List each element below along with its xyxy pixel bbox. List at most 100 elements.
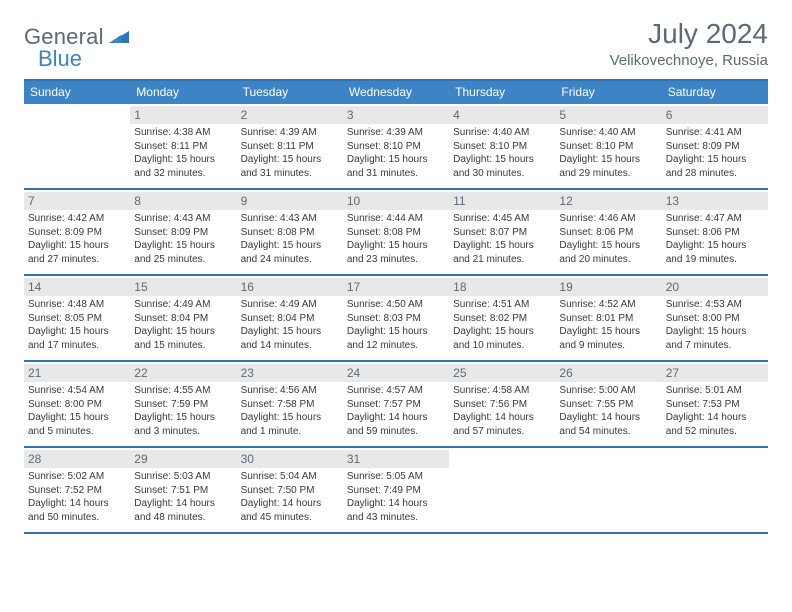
day-cell: 27Sunrise: 5:01 AMSunset: 7:53 PMDayligh… xyxy=(662,362,768,446)
day-details: Sunrise: 5:00 AMSunset: 7:55 PMDaylight:… xyxy=(559,384,657,438)
day-cell: 7 Sunrise: 4:42 AMSunset: 8:09 PMDaylight… xyxy=(24,190,130,274)
week-row: 21 Sunrise: 4:54 AMSunset: 8:00 PMDayligh… xyxy=(24,362,768,448)
day-details: Sunrise: 4:39 AMSunset: 8:10 PMDaylight:… xyxy=(347,126,445,180)
day-number: 12 xyxy=(555,192,661,210)
day-cell: 28 Sunrise: 5:02 AMSunset: 7:52 PMDayligh… xyxy=(24,448,130,532)
day-cell: 5 Sunrise: 4:40 AMSunset: 8:10 PMDaylight… xyxy=(555,104,661,188)
day-details: Sunrise: 4:48 AMSunset: 8:05 PMDaylight:… xyxy=(28,298,126,352)
day-cell: 31 Sunrise: 5:05 AMSunset: 7:49 PMDayligh… xyxy=(343,448,449,532)
day-number xyxy=(24,106,130,110)
weekday-row: Sunday Monday Tuesday Wednesday Thursday… xyxy=(24,81,768,104)
week-row: 1 Sunrise: 4:38 AMSunset: 8:11 PMDaylight… xyxy=(24,104,768,190)
day-details: Sunrise: 5:04 AMSunset: 7:50 PMDaylight:… xyxy=(241,470,339,524)
day-details: Sunrise: 5:03 AMSunset: 7:51 PMDaylight:… xyxy=(134,470,232,524)
day-cell: 13 Sunrise: 4:47 AMSunset: 8:06 PMDayligh… xyxy=(662,190,768,274)
day-cell: 23 Sunrise: 4:56 AMSunset: 7:58 PMDayligh… xyxy=(237,362,343,446)
day-cell: 8 Sunrise: 4:43 AMSunset: 8:09 PMDaylight… xyxy=(130,190,236,274)
day-details: Sunrise: 4:45 AMSunset: 8:07 PMDaylight:… xyxy=(453,212,551,266)
day-number: 1 xyxy=(130,106,236,124)
day-cell: 3 Sunrise: 4:39 AMSunset: 8:10 PMDaylight… xyxy=(343,104,449,188)
calendar: Sunday Monday Tuesday Wednesday Thursday… xyxy=(24,79,768,534)
day-details: Sunrise: 4:38 AMSunset: 8:11 PMDaylight:… xyxy=(134,126,232,180)
day-cell: 29 Sunrise: 5:03 AMSunset: 7:51 PMDayligh… xyxy=(130,448,236,532)
weekday-wed: Wednesday xyxy=(343,81,449,104)
day-cell: 2 Sunrise: 4:39 AMSunset: 8:11 PMDaylight… xyxy=(237,104,343,188)
day-number: 5 xyxy=(555,106,661,124)
day-number: 24 xyxy=(343,364,449,382)
day-details: Sunrise: 4:51 AMSunset: 8:02 PMDaylight:… xyxy=(453,298,551,352)
day-number: 17 xyxy=(343,278,449,296)
day-cell: 21 Sunrise: 4:54 AMSunset: 8:00 PMDayligh… xyxy=(24,362,130,446)
day-number: 11 xyxy=(449,192,555,210)
day-details: Sunrise: 4:43 AMSunset: 8:08 PMDaylight:… xyxy=(241,212,339,266)
day-number: 9 xyxy=(237,192,343,210)
day-details: Sunrise: 4:55 AMSunset: 7:59 PMDaylight:… xyxy=(134,384,232,438)
day-number: 15 xyxy=(130,278,236,296)
day-number: 16 xyxy=(237,278,343,296)
day-cell: 16 Sunrise: 4:49 AMSunset: 8:04 PMDayligh… xyxy=(237,276,343,360)
day-cell xyxy=(662,448,768,532)
day-details: Sunrise: 4:44 AMSunset: 8:08 PMDaylight:… xyxy=(347,212,445,266)
day-details: Sunrise: 4:46 AMSunset: 8:06 PMDaylight:… xyxy=(559,212,657,266)
day-details: Sunrise: 4:47 AMSunset: 8:06 PMDaylight:… xyxy=(666,212,764,266)
day-cell: 18Sunrise: 4:51 AMSunset: 8:02 PMDayligh… xyxy=(449,276,555,360)
day-cell: 22 Sunrise: 4:55 AMSunset: 7:59 PMDayligh… xyxy=(130,362,236,446)
day-details: Sunrise: 5:01 AMSunset: 7:53 PMDaylight:… xyxy=(666,384,764,438)
day-cell xyxy=(24,104,130,188)
day-cell: 15Sunrise: 4:49 AMSunset: 8:04 PMDayligh… xyxy=(130,276,236,360)
day-number: 29 xyxy=(130,450,236,468)
day-number: 23 xyxy=(237,364,343,382)
day-number: 3 xyxy=(343,106,449,124)
weekday-sat: Saturday xyxy=(662,81,768,104)
day-number: 22 xyxy=(130,364,236,382)
day-number: 20 xyxy=(662,278,768,296)
day-details: Sunrise: 4:57 AMSunset: 7:57 PMDaylight:… xyxy=(347,384,445,438)
day-details: Sunrise: 4:56 AMSunset: 7:58 PMDaylight:… xyxy=(241,384,339,438)
day-number: 8 xyxy=(130,192,236,210)
day-details: Sunrise: 4:40 AMSunset: 8:10 PMDaylight:… xyxy=(559,126,657,180)
day-cell: 20Sunrise: 4:53 AMSunset: 8:00 PMDayligh… xyxy=(662,276,768,360)
week-row: 7 Sunrise: 4:42 AMSunset: 8:09 PMDaylight… xyxy=(24,190,768,276)
day-number: 14 xyxy=(24,278,130,296)
day-cell: 6Sunrise: 4:41 AMSunset: 8:09 PMDaylight… xyxy=(662,104,768,188)
location: Velikovechnoye, Russia xyxy=(610,52,768,69)
week-row: 14 Sunrise: 4:48 AMSunset: 8:05 PMDayligh… xyxy=(24,276,768,362)
day-cell: 4Sunrise: 4:40 AMSunset: 8:10 PMDaylight… xyxy=(449,104,555,188)
day-details: Sunrise: 4:52 AMSunset: 8:01 PMDaylight:… xyxy=(559,298,657,352)
day-cell: 10 Sunrise: 4:44 AMSunset: 8:08 PMDayligh… xyxy=(343,190,449,274)
day-number: 7 xyxy=(24,192,130,210)
logo-triangle-icon xyxy=(109,27,129,48)
day-cell: 14 Sunrise: 4:48 AMSunset: 8:05 PMDayligh… xyxy=(24,276,130,360)
day-number: 30 xyxy=(237,450,343,468)
day-number: 26 xyxy=(555,364,661,382)
logo-blue-row: Blue xyxy=(38,46,82,72)
day-details: Sunrise: 4:54 AMSunset: 8:00 PMDaylight:… xyxy=(28,384,126,438)
day-cell xyxy=(449,448,555,532)
day-cell: 19Sunrise: 4:52 AMSunset: 8:01 PMDayligh… xyxy=(555,276,661,360)
day-details: Sunrise: 5:05 AMSunset: 7:49 PMDaylight:… xyxy=(347,470,445,524)
weekday-fri: Friday xyxy=(555,81,661,104)
day-number: 21 xyxy=(24,364,130,382)
day-details: Sunrise: 4:49 AMSunset: 8:04 PMDaylight:… xyxy=(241,298,339,352)
day-details: Sunrise: 4:42 AMSunset: 8:09 PMDaylight:… xyxy=(28,212,126,266)
day-details: Sunrise: 4:39 AMSunset: 8:11 PMDaylight:… xyxy=(241,126,339,180)
title-block: July 2024 Velikovechnoye, Russia xyxy=(610,18,768,69)
weekday-tue: Tuesday xyxy=(237,81,343,104)
day-cell: 26 Sunrise: 5:00 AMSunset: 7:55 PMDayligh… xyxy=(555,362,661,446)
header: General July 2024 Velikovechnoye, Russia xyxy=(24,18,768,69)
day-number: 31 xyxy=(343,450,449,468)
weekday-mon: Monday xyxy=(130,81,236,104)
day-number: 13 xyxy=(662,192,768,210)
logo-text-blue: Blue xyxy=(38,46,82,72)
day-number: 28 xyxy=(24,450,130,468)
day-details: Sunrise: 4:43 AMSunset: 8:09 PMDaylight:… xyxy=(134,212,232,266)
day-details: Sunrise: 5:02 AMSunset: 7:52 PMDaylight:… xyxy=(28,470,126,524)
day-number xyxy=(662,450,768,454)
weekday-thu: Thursday xyxy=(449,81,555,104)
day-cell xyxy=(555,448,661,532)
day-number: 10 xyxy=(343,192,449,210)
day-number: 2 xyxy=(237,106,343,124)
weekday-sun: Sunday xyxy=(24,81,130,104)
day-number: 25 xyxy=(449,364,555,382)
day-cell: 17Sunrise: 4:50 AMSunset: 8:03 PMDayligh… xyxy=(343,276,449,360)
